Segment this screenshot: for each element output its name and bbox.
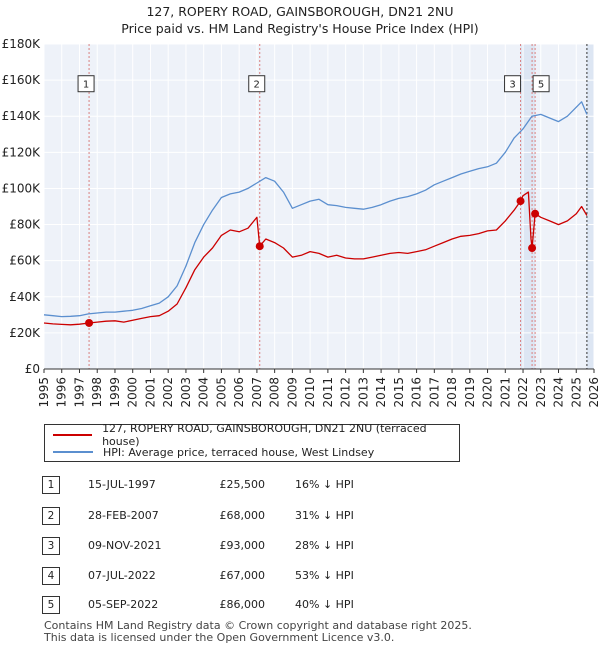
x-tick-label: 1995 xyxy=(37,377,51,408)
price-chart: 1 2 3 5 £0 £20K £40K £60K £80K £100K £120K £140K £1… xyxy=(2,37,600,408)
x-tick-label: 2016 xyxy=(410,377,424,408)
x-tick-label: 1999 xyxy=(108,377,122,408)
y-tick-label: £180K xyxy=(2,37,42,51)
y-tick-label: £80K xyxy=(9,218,41,232)
sale-hpi-diff: 16% ↓ HPI xyxy=(295,478,354,491)
sale-price: £86,000 xyxy=(219,598,266,611)
sale-marker-4 xyxy=(528,244,537,253)
x-tick-label: 2023 xyxy=(534,377,548,408)
y-tick-label: £140K xyxy=(2,109,42,123)
x-tick-label: 2021 xyxy=(498,377,512,408)
x-tick-label: 2007 xyxy=(250,377,264,408)
x-tick-label: 2008 xyxy=(268,377,282,408)
x-tick-label: 2022 xyxy=(516,377,530,408)
x-tick-label: 2017 xyxy=(427,377,441,408)
table-row: 2 28-FEB-2007 £68,000 31% ↓ HPI xyxy=(0,507,600,527)
footer-attribution: Contains HM Land Registry data © Crown c… xyxy=(44,620,472,644)
y-tick-label: £100K xyxy=(2,181,42,195)
x-tick-label: 2013 xyxy=(356,377,370,408)
sale-date: 09-NOV-2021 xyxy=(88,539,162,552)
x-tick-label: 2000 xyxy=(126,377,140,408)
x-tick-label: 2026 xyxy=(587,377,600,408)
sale-number-badge: 4 xyxy=(42,567,60,585)
sale-hpi-diff: 53% ↓ HPI xyxy=(295,569,354,582)
x-tick-label: 2005 xyxy=(214,377,228,408)
plot-background xyxy=(44,44,594,369)
sale-marker-1 xyxy=(85,318,94,327)
sale-box-label-2: 2 xyxy=(254,80,260,91)
x-tick-label: 2012 xyxy=(339,377,353,408)
table-row: 3 09-NOV-2021 £93,000 28% ↓ HPI xyxy=(0,537,600,557)
sale-box-5 xyxy=(532,75,550,93)
sale-box-2 xyxy=(248,75,266,93)
sale-date: 28-FEB-2007 xyxy=(88,509,159,522)
future-shade xyxy=(586,44,594,369)
x-tick-label: 2001 xyxy=(143,377,157,408)
legend-swatch-hpi xyxy=(53,451,93,453)
x-tick-label: 1996 xyxy=(55,377,69,408)
table-row: 5 05-SEP-2022 £86,000 40% ↓ HPI xyxy=(0,596,600,616)
x-tick-label: 2020 xyxy=(481,377,495,408)
sale-number-badge: 3 xyxy=(42,537,60,555)
sale-price: £25,500 xyxy=(219,478,266,491)
x-tick-label: 2025 xyxy=(569,377,583,408)
table-row: 4 07-JUL-2022 £67,000 53% ↓ HPI xyxy=(0,567,600,587)
x-tick-label: 2002 xyxy=(161,377,175,408)
sale-price: £67,000 xyxy=(219,569,266,582)
sale-box-label-1: 1 xyxy=(83,80,89,91)
sale-number-badge: 5 xyxy=(42,596,60,614)
x-tick-label: 2014 xyxy=(374,377,388,408)
y-tick-label: £0 xyxy=(25,362,40,376)
x-tick-label: 1997 xyxy=(72,377,86,408)
sale-marker-5 xyxy=(531,209,540,218)
sale-date: 05-SEP-2022 xyxy=(88,598,159,611)
chart-legend: 127, ROPERY ROAD, GAINSBOROUGH, DN21 2NU… xyxy=(44,422,460,462)
sale-marker-3 xyxy=(516,197,525,206)
y-tick-label: £20K xyxy=(9,326,41,340)
legend-label-hpi: HPI: Average price, terraced house, West… xyxy=(103,445,375,459)
y-tick-label: £160K xyxy=(2,73,42,87)
x-tick-label: 2024 xyxy=(552,377,566,408)
y-tick-label: £40K xyxy=(9,290,41,304)
hpi-series-line xyxy=(43,101,588,318)
y-tick-label: £120K xyxy=(2,145,42,159)
sale-hpi-diff: 28% ↓ HPI xyxy=(295,539,354,552)
sale-box-1 xyxy=(77,75,95,93)
table-row: 1 15-JUL-1997 £25,500 16% ↓ HPI xyxy=(0,476,600,496)
x-tick-label: 2004 xyxy=(197,377,211,408)
sale-marker-2 xyxy=(255,242,264,251)
chart-title-line-1: 127, ROPERY ROAD, GAINSBOROUGH, DN21 2NU xyxy=(146,4,454,19)
x-tick-label: 2006 xyxy=(232,377,246,408)
sale-box-label-3: 3 xyxy=(509,80,515,91)
sale-date: 15-JUL-1997 xyxy=(88,478,156,491)
sale-number-badge: 2 xyxy=(42,507,60,525)
y-tick-label: £60K xyxy=(9,254,41,268)
x-tick-label: 2011 xyxy=(321,377,335,408)
x-tick-label: 2009 xyxy=(285,377,299,408)
sale-box-label-5: 5 xyxy=(538,80,544,91)
legend-item-hpi: HPI: Average price, terraced house, West… xyxy=(53,444,374,460)
footer-licence: This data is licensed under the Open Gov… xyxy=(44,631,395,644)
sale-price: £68,000 xyxy=(219,509,266,522)
chart-title: 127, ROPERY ROAD, GAINSBOROUGH, DN21 2NU… xyxy=(0,3,600,37)
x-tick-label: 2018 xyxy=(445,377,459,408)
sale-window-shade xyxy=(520,44,536,369)
sale-box-3 xyxy=(504,75,522,93)
sale-hpi-diff: 31% ↓ HPI xyxy=(295,509,354,522)
x-tick-label: 1998 xyxy=(90,377,104,408)
x-tick-label: 2015 xyxy=(392,377,406,408)
sale-date: 07-JUL-2022 xyxy=(88,569,156,582)
footer-copyright: Contains HM Land Registry data © Crown c… xyxy=(44,619,472,632)
x-tick-label: 2010 xyxy=(303,377,317,408)
sale-price: £93,000 xyxy=(219,539,266,552)
legend-item-property: 127, ROPERY ROAD, GAINSBOROUGH, DN21 2NU… xyxy=(53,422,459,448)
x-tick-label: 2003 xyxy=(179,377,193,408)
legend-swatch-property xyxy=(53,434,93,436)
sale-hpi-diff: 40% ↓ HPI xyxy=(295,598,354,611)
legend-label-property: 127, ROPERY ROAD, GAINSBOROUGH, DN21 2NU… xyxy=(102,422,427,448)
x-tick-label: 2019 xyxy=(463,377,477,408)
sale-number-badge: 1 xyxy=(42,476,60,494)
chart-subtitle: Price paid vs. HM Land Registry's House … xyxy=(121,21,479,36)
property-series-line xyxy=(43,191,588,326)
